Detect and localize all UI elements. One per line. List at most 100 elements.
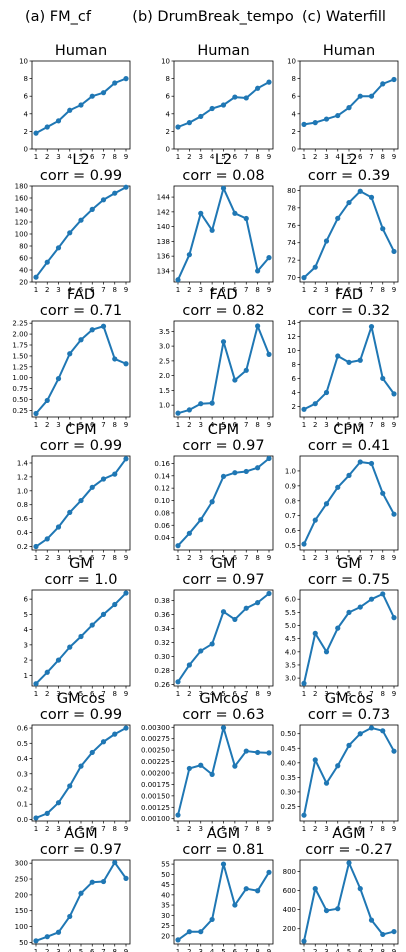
x-tick-label: 6 — [233, 690, 238, 698]
data-point — [380, 728, 386, 734]
y-tick-label: 134 — [157, 267, 171, 275]
x-tick-label: 7 — [101, 554, 105, 562]
x-tick-label: 3 — [324, 690, 328, 698]
y-tick-label: 0.12 — [154, 485, 170, 493]
panel-title: FAD — [335, 287, 363, 303]
data-point — [175, 543, 181, 549]
data-point — [100, 611, 107, 617]
y-tick-label: 2 — [24, 657, 28, 665]
series-line — [177, 726, 270, 816]
panel-title: GM — [337, 556, 361, 572]
data-point — [44, 536, 50, 542]
y-tick-label: 4 — [166, 110, 171, 118]
data-point — [266, 351, 272, 357]
series-line — [35, 861, 127, 942]
y-tick-label: 1.50 — [12, 352, 28, 360]
x-tick-label: 1 — [34, 825, 38, 833]
data-point — [301, 275, 307, 281]
data-point — [335, 763, 341, 769]
series-line — [303, 592, 395, 684]
data-point — [186, 252, 192, 258]
y-tick-label: 0.30 — [280, 788, 296, 796]
data-point — [175, 937, 181, 943]
panel-corr: corr = 0.08 — [182, 168, 264, 184]
x-tick-label: 6 — [90, 286, 95, 294]
x-tick-label: 2 — [187, 948, 191, 952]
panel-corr: corr = 0.71 — [40, 303, 122, 319]
y-tick-label: 14 — [287, 319, 296, 327]
x-tick-label: 5 — [79, 286, 83, 294]
x-tick-label: 4 — [336, 948, 341, 952]
y-tick-label: 40 — [19, 267, 28, 275]
x-tick-label: 4 — [210, 421, 215, 429]
x-tick-label: 7 — [101, 153, 105, 161]
x-tick-label: 7 — [369, 948, 373, 952]
x-tick-label: 7 — [369, 825, 373, 833]
x-tick-label: 9 — [124, 286, 128, 294]
data-point — [243, 468, 249, 475]
data-point — [89, 749, 95, 756]
data-point — [209, 105, 215, 112]
y-tick-label: 10 — [19, 58, 28, 66]
x-tick-label: 9 — [267, 825, 271, 833]
data-point — [220, 609, 227, 615]
y-tick-label: 76 — [287, 222, 296, 230]
y-tick-label: 0.3 — [17, 770, 28, 778]
data-point — [89, 93, 95, 99]
y-tick-label: 4 — [24, 626, 29, 634]
data-point — [186, 407, 192, 413]
data-point — [323, 116, 330, 122]
data-point — [78, 217, 84, 223]
data-point — [220, 861, 227, 867]
x-tick-label: 5 — [347, 554, 351, 562]
data-point — [123, 725, 129, 731]
y-tick-label: 0.00300 — [141, 724, 170, 732]
data-point — [78, 633, 84, 640]
data-point — [323, 649, 330, 655]
y-tick-label: 0.45 — [280, 745, 296, 753]
data-point — [55, 800, 62, 806]
panel-title: CPM — [333, 422, 364, 438]
y-tick-label: 0 — [24, 146, 28, 154]
y-tick-label: 60 — [19, 255, 28, 263]
x-tick-label: 7 — [244, 948, 248, 952]
data-point — [323, 238, 330, 244]
y-tick-label: 2 — [292, 403, 296, 411]
panel-corr: corr = 0.97 — [182, 438, 264, 454]
y-tick-label: 0 — [292, 146, 296, 154]
data-point — [186, 765, 192, 772]
data-point — [123, 590, 129, 596]
y-tick-label: 1.2 — [17, 473, 28, 481]
y-tick-label: 4.5 — [285, 635, 296, 643]
data-point — [112, 601, 118, 608]
panel-title: CPM — [65, 422, 96, 438]
x-tick-label: 7 — [369, 421, 373, 429]
x-tick-label: 7 — [369, 690, 373, 698]
data-point — [266, 750, 272, 756]
x-tick-label: 8 — [381, 421, 385, 429]
column-header-a: (a) FM_cf — [25, 9, 92, 25]
data-point — [44, 124, 50, 130]
y-tick-label: 0.8 — [285, 497, 296, 505]
panel-corr: corr = -0.27 — [305, 842, 392, 858]
data-point — [123, 361, 129, 367]
x-tick-label: 9 — [392, 286, 396, 294]
y-tick-label: 3.5 — [159, 328, 170, 336]
panel-title: Human — [323, 43, 375, 59]
x-tick-label: 8 — [255, 825, 259, 833]
data-point — [123, 76, 129, 82]
y-tick-label: 800 — [283, 868, 296, 876]
data-point — [301, 406, 307, 412]
y-tick-label: 100 — [15, 231, 28, 239]
x-tick-label: 8 — [255, 153, 259, 161]
x-tick-label: 4 — [210, 153, 215, 161]
x-tick-label: 4 — [210, 690, 215, 698]
y-tick-label: 5.0 — [285, 622, 296, 630]
series-line — [35, 727, 127, 819]
x-tick-label: 7 — [101, 421, 105, 429]
data-point — [380, 375, 386, 382]
data-point — [100, 90, 107, 96]
data-point — [266, 869, 272, 875]
data-point — [55, 376, 62, 382]
